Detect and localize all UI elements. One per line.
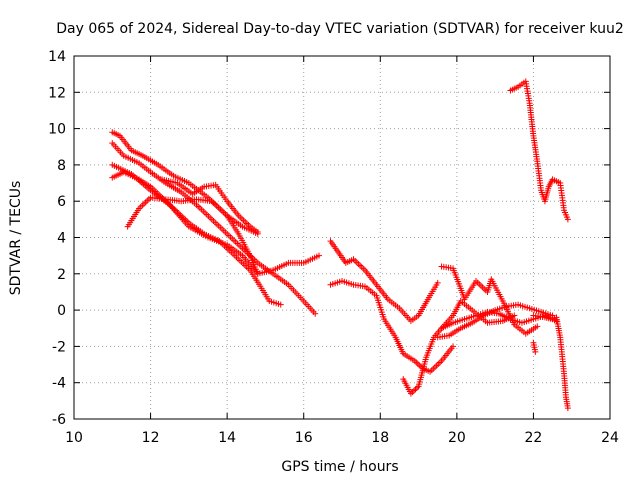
y-tick-label: 14: [48, 49, 66, 65]
y-tick-label: -6: [52, 412, 66, 428]
series-track-13: [507, 78, 571, 223]
series-track-10: [438, 263, 541, 337]
data-point: [254, 229, 261, 236]
y-axis-label: SDTVAR / TECUs: [8, 181, 24, 296]
series-track-11: [434, 301, 556, 341]
series-track-7: [327, 238, 441, 324]
y-tick-label: 8: [57, 158, 66, 174]
x-tick-label: 22: [525, 430, 543, 446]
y-tick-label: 2: [57, 267, 66, 283]
data-series: [109, 78, 571, 412]
y-tick-label: 6: [57, 194, 66, 210]
data-point: [277, 301, 284, 308]
x-tick-label: 14: [218, 430, 236, 446]
data-point: [564, 216, 571, 223]
data-point: [434, 279, 441, 286]
x-tick-label: 20: [448, 430, 466, 446]
x-tick-label: 16: [295, 430, 313, 446]
x-tick-label: 24: [601, 430, 619, 446]
data-point: [532, 348, 539, 355]
data-point: [254, 270, 261, 277]
data-point: [450, 343, 457, 350]
data-point: [316, 252, 323, 259]
chart-title: Day 065 of 2024, Sidereal Day-to-day VTE…: [56, 21, 624, 37]
series-track-8: [327, 278, 457, 375]
grid-lines: [74, 56, 610, 419]
series-track-5: [109, 161, 261, 277]
x-tick-label: 12: [142, 430, 160, 446]
data-point: [534, 323, 541, 330]
x-tick-labels: 10 12 14 16 18 20 22 24: [65, 430, 619, 446]
x-axis-label: GPS time / hours: [281, 459, 398, 475]
y-tick-label: 12: [48, 85, 66, 101]
y-tick-label: -2: [52, 339, 66, 355]
x-tick-label: 10: [65, 430, 83, 446]
plot-frame: [73, 55, 611, 420]
series-track-14: [530, 312, 571, 412]
y-tick-labels: -6 -4 -2 0 2 4 6 8 10 12 14: [48, 49, 66, 428]
data-point: [564, 405, 571, 412]
series-track-6: [159, 176, 261, 236]
series-track-15: [530, 339, 539, 355]
x-tick-label: 18: [371, 430, 389, 446]
y-tick-label: 10: [48, 122, 66, 138]
data-point: [312, 310, 319, 317]
y-tick-label: -4: [52, 376, 66, 392]
y-tick-label: 0: [57, 303, 66, 319]
y-tick-label: 4: [57, 231, 66, 247]
series-track-2: [109, 140, 319, 317]
